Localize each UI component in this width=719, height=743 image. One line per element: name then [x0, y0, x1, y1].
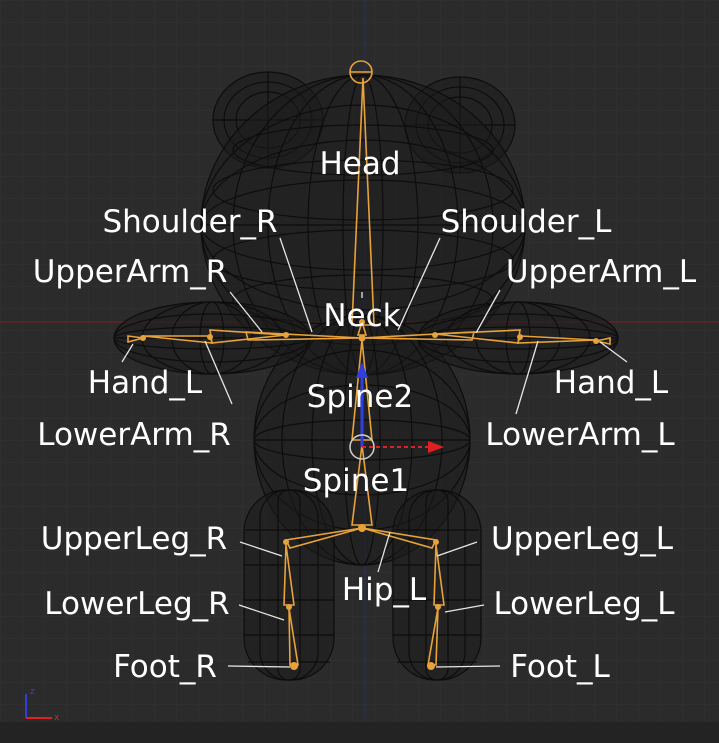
label-lowerleg-r: LowerLeg_R — [44, 586, 229, 622]
bone-labels: Head Shoulder_R Shoulder_L UpperArm_R Up… — [33, 146, 697, 685]
label-shoulder-r: Shoulder_R — [102, 204, 277, 240]
label-neck: Neck — [323, 298, 400, 334]
viewport-bottom-strip — [0, 722, 719, 743]
label-hand-l: Hand_L — [554, 365, 669, 401]
orientation-axes-gizmo: z x — [25, 687, 60, 723]
leader-lines — [121, 237, 628, 668]
label-lowerleg-l: LowerLeg_L — [493, 586, 675, 622]
orientation-x-label: x — [54, 713, 60, 723]
label-shoulder-l: Shoulder_L — [441, 204, 613, 240]
label-foot-r: Foot_R — [113, 649, 217, 685]
label-foot-l: Foot_L — [510, 649, 610, 685]
label-upperarm-l: UpperArm_L — [506, 254, 697, 290]
gizmo-center[interactable] — [349, 434, 375, 460]
label-upperleg-l: UpperLeg_L — [491, 521, 674, 557]
label-upperleg-r: UpperLeg_R — [41, 521, 227, 557]
transform-gizmo[interactable] — [349, 362, 444, 460]
label-lowerarm-l: LowerArm_L — [485, 417, 675, 453]
label-lowerarm-r: LowerArm_R — [37, 417, 231, 453]
bone-shoulder-r[interactable] — [244, 331, 363, 341]
bone-shoulder-l[interactable] — [361, 331, 476, 341]
gizmo-x-arrowhead[interactable] — [428, 441, 444, 453]
bone-joints — [140, 319, 599, 670]
leg-left-mesh — [392, 489, 482, 681]
label-upperarm-r: UpperArm_R — [33, 254, 228, 290]
orientation-z-label: z — [30, 687, 35, 697]
leg-right-mesh — [243, 489, 335, 681]
gizmo-z-arrowhead[interactable] — [356, 362, 368, 378]
label-head: Head — [319, 146, 400, 182]
bone-hand-l[interactable] — [595, 337, 611, 345]
label-hand-r: Hand_L — [88, 365, 203, 401]
bone-hand-r[interactable] — [127, 335, 144, 344]
label-spine2: Spine2 — [307, 379, 413, 415]
label-hip-l: Hip_L — [342, 572, 427, 608]
label-spine1: Spine1 — [303, 463, 409, 499]
